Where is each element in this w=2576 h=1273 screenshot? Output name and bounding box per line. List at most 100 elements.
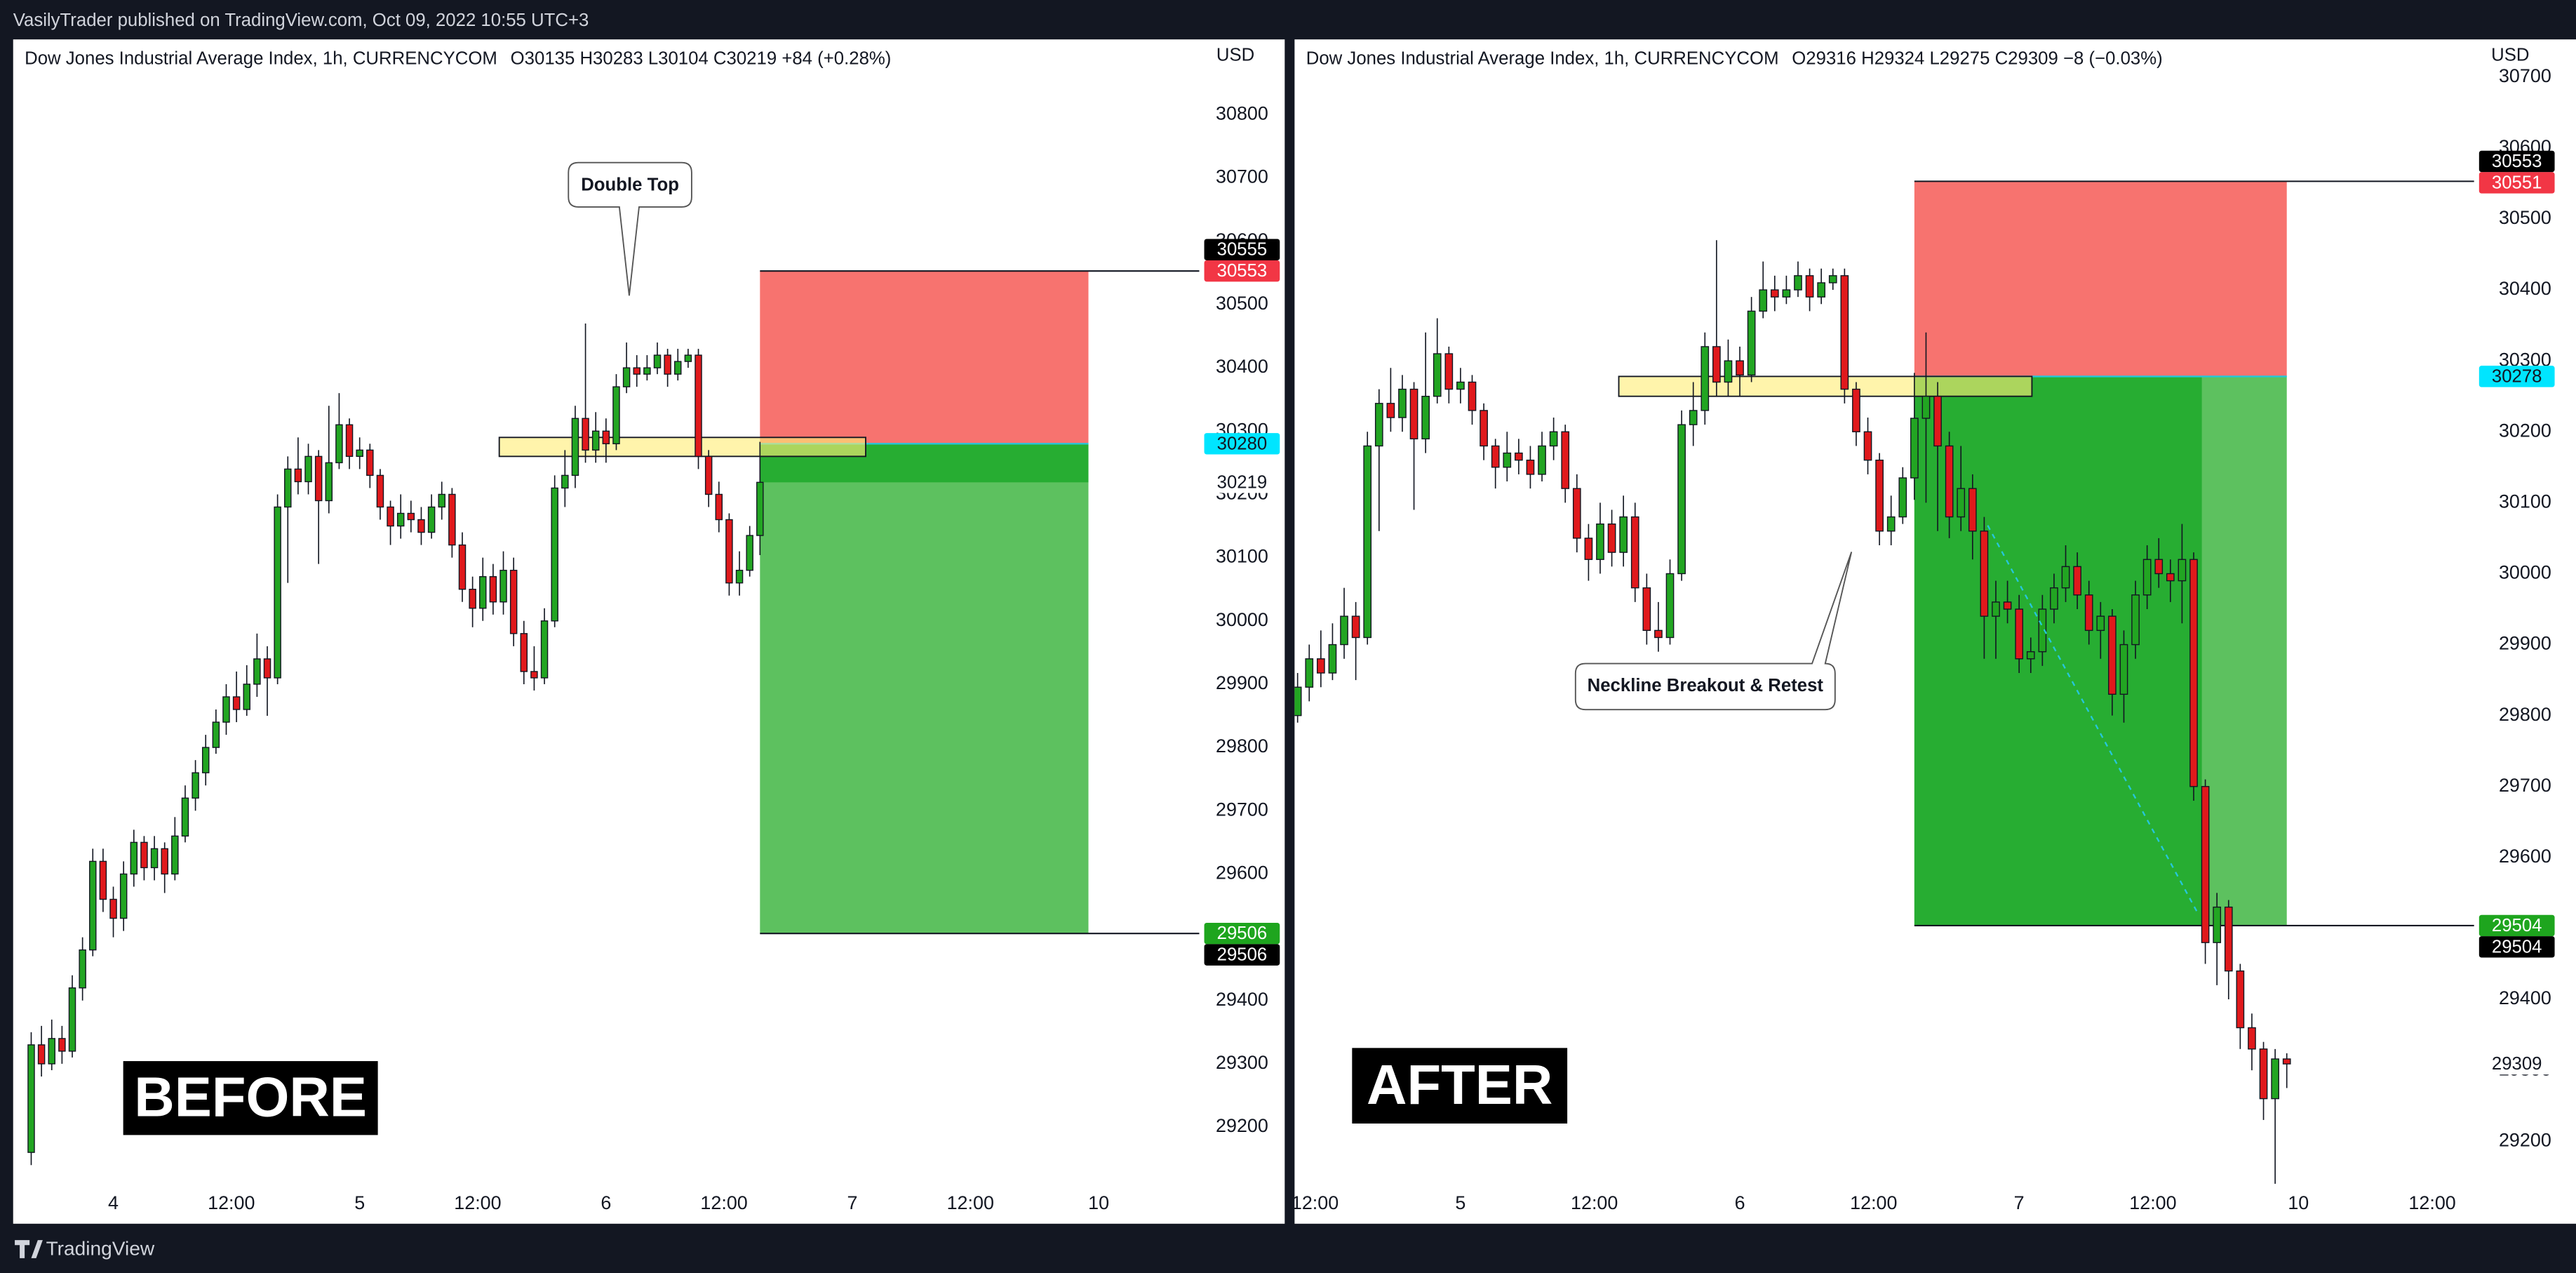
x-tick-label: 12:00 xyxy=(2408,1192,2455,1213)
candle-body xyxy=(1980,531,1989,617)
y-tick-label: 30000 xyxy=(1216,609,1268,630)
y-tick-label: 29400 xyxy=(2499,987,2551,1008)
candle-body xyxy=(2259,1048,2268,1100)
candle-body xyxy=(335,424,343,464)
y-tick-label: 30100 xyxy=(2499,491,2551,512)
candle-body xyxy=(1433,353,1442,397)
candle-body xyxy=(212,721,220,748)
candle-body xyxy=(2178,559,2187,582)
currency: USD xyxy=(2491,45,2529,65)
y-tick-label: 30500 xyxy=(1216,293,1268,314)
x-tick-label: 6 xyxy=(1735,1192,1745,1213)
candle-body xyxy=(366,449,374,476)
candle-body xyxy=(1665,573,1675,639)
badge-text: BEFORE xyxy=(134,1065,367,1128)
y-tick-label: 30100 xyxy=(1216,546,1268,567)
candle-body xyxy=(1863,431,1872,461)
plot-area xyxy=(1294,180,2474,1184)
y-tick-label: 30700 xyxy=(1216,166,1268,187)
candle-body xyxy=(2248,1027,2256,1050)
candle-body xyxy=(1794,275,1802,291)
candle-body xyxy=(2201,786,2210,943)
y-tick-label: 29600 xyxy=(2499,846,2551,867)
candle-body xyxy=(1305,658,1314,688)
candle-body xyxy=(591,430,600,451)
callout-text: Neckline Breakout & Retest xyxy=(1588,676,1824,695)
plot-area xyxy=(27,270,1200,1166)
callout xyxy=(1574,552,1853,711)
candle-body xyxy=(448,493,456,546)
candle-body xyxy=(1561,431,1570,489)
x-tick-label: 12:00 xyxy=(947,1192,994,1213)
candle-body xyxy=(304,455,312,483)
candle-body xyxy=(1817,282,1826,298)
candle-body xyxy=(161,848,168,875)
candle-body xyxy=(345,424,354,458)
candle-body xyxy=(243,684,250,710)
candle-body xyxy=(192,772,199,799)
candle-body xyxy=(2236,970,2245,1029)
x-tick-label: 10 xyxy=(2288,1192,2309,1213)
candle-body xyxy=(89,860,97,951)
price-label-text: 29309 xyxy=(2492,1054,2542,1074)
candle-body xyxy=(2108,615,2117,695)
price-label-text: 30553 xyxy=(1217,261,1268,281)
candle-body xyxy=(1468,381,1477,411)
y-tick-label: 30000 xyxy=(2499,562,2551,583)
candle-body xyxy=(2282,1058,2291,1065)
candle-body xyxy=(489,575,497,603)
candle-body xyxy=(520,633,528,672)
candle-body xyxy=(704,455,713,495)
neckline-zone xyxy=(498,436,866,458)
candle-body xyxy=(2061,566,2070,589)
chart-title: Dow Jones Industrial Average Index, 1h, … xyxy=(25,48,497,68)
x-tick-label: 12:00 xyxy=(700,1192,747,1213)
x-tick-label: 7 xyxy=(847,1192,858,1213)
candle-body xyxy=(1630,516,1639,589)
candle-body xyxy=(253,658,261,685)
candle-body xyxy=(530,671,538,679)
candle-body xyxy=(1538,445,1546,475)
candle-body xyxy=(2003,601,2012,610)
candle-body xyxy=(1351,615,1360,639)
chart-header: Dow Jones Industrial Average Index, 1h, … xyxy=(25,48,891,68)
price-label-text: 30280 xyxy=(1217,434,1268,453)
candle-body xyxy=(417,519,425,533)
candle-body xyxy=(37,1044,46,1065)
candle-body xyxy=(99,860,107,900)
x-tick-label: 10 xyxy=(1088,1192,1109,1213)
y-tick-label: 30200 xyxy=(2499,420,2551,441)
candle-body xyxy=(2096,615,2105,632)
candle-body xyxy=(674,361,682,375)
candle-body xyxy=(1759,289,1768,312)
y-tick-label: 30700 xyxy=(2499,65,2551,86)
candle-body xyxy=(58,1038,66,1052)
candle-body xyxy=(79,949,86,989)
candle-body xyxy=(2038,608,2047,653)
candle-body xyxy=(1480,410,1488,447)
candle-body xyxy=(1398,388,1407,418)
publish-info: VasilyTrader published on TradingView.co… xyxy=(13,11,589,30)
x-tick-label: 12:00 xyxy=(454,1192,501,1213)
y-tick-label: 30500 xyxy=(2499,207,2551,228)
candle-body xyxy=(695,354,702,458)
candle-body xyxy=(756,481,764,536)
candle-body xyxy=(1619,516,1628,553)
candle-body xyxy=(2271,1058,2279,1100)
stop-zone xyxy=(760,271,1089,444)
candle-body xyxy=(130,841,138,875)
candle-body xyxy=(2050,587,2058,610)
candle-body xyxy=(109,898,117,919)
callout-text: Double Top xyxy=(581,175,679,194)
candle-body xyxy=(1945,445,1954,518)
candle-body xyxy=(1957,488,1966,518)
x-tick-label: 12:00 xyxy=(208,1192,255,1213)
candle-body xyxy=(2119,644,2128,695)
price-label xyxy=(2478,366,2555,387)
x-tick-label: 12:00 xyxy=(1292,1192,1339,1213)
candle-body xyxy=(387,506,394,527)
candle-body xyxy=(1642,587,1651,632)
candle-body xyxy=(2224,906,2233,972)
candle-body xyxy=(2189,559,2198,787)
